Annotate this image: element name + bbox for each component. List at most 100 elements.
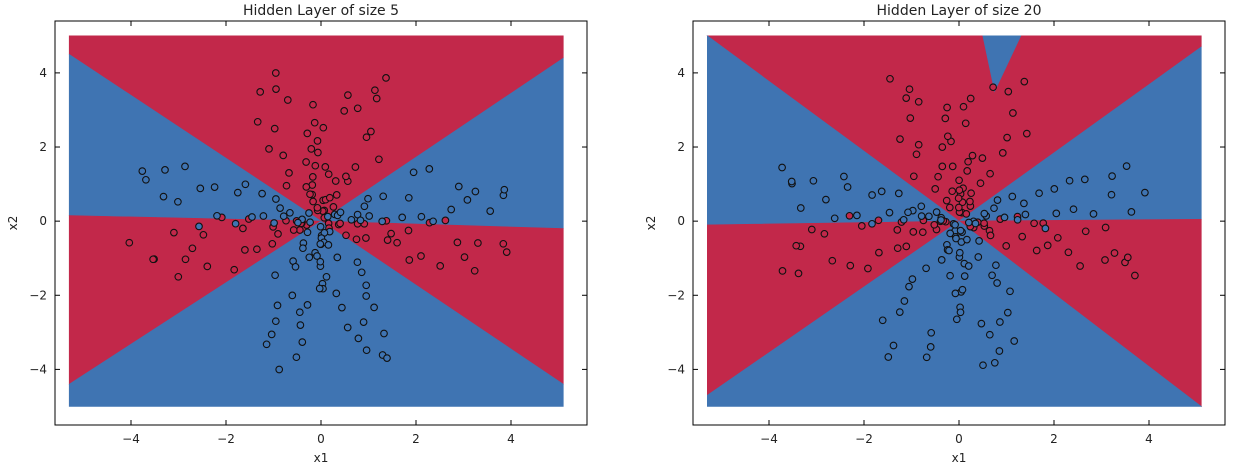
data-point-red bbox=[375, 155, 383, 164]
data-point-blue bbox=[279, 212, 288, 221]
data-point-red bbox=[1110, 249, 1119, 257]
data-point-red bbox=[332, 191, 341, 199]
y-tick-label: 0 bbox=[677, 214, 685, 228]
data-point-red bbox=[778, 267, 787, 275]
data-point-blue bbox=[1089, 210, 1098, 218]
data-point-blue bbox=[1107, 190, 1116, 199]
data-point-blue bbox=[904, 208, 912, 217]
data-point-blue bbox=[291, 262, 300, 271]
data-point-blue bbox=[271, 271, 279, 280]
data-point-blue bbox=[905, 282, 913, 291]
data-point-red bbox=[265, 145, 273, 153]
data-point-blue bbox=[409, 168, 418, 177]
data-point-blue bbox=[454, 182, 463, 191]
data-point-red bbox=[857, 222, 866, 230]
data-point-blue bbox=[1013, 215, 1022, 224]
data-point-red bbox=[253, 117, 262, 126]
data-point-red bbox=[282, 181, 291, 190]
data-point-blue bbox=[945, 246, 953, 255]
data-point-red bbox=[1018, 232, 1027, 241]
y-tick-label: −4 bbox=[29, 362, 47, 376]
data-point-red bbox=[289, 226, 298, 234]
data-point-blue bbox=[787, 177, 796, 186]
y-tick-label: 4 bbox=[39, 66, 47, 80]
data-point-blue bbox=[159, 192, 168, 201]
data-point-red bbox=[976, 179, 985, 188]
data-points bbox=[778, 74, 1149, 370]
data-point-red bbox=[909, 172, 918, 181]
data-point-red bbox=[886, 74, 894, 83]
data-point-blue bbox=[196, 184, 205, 193]
data-point-red bbox=[417, 252, 425, 260]
data-point-red bbox=[331, 177, 340, 185]
data-point-red bbox=[383, 236, 392, 244]
data-point-blue bbox=[336, 208, 345, 217]
data-point-red bbox=[271, 69, 280, 77]
data-point-blue bbox=[917, 202, 926, 211]
data-point-blue bbox=[992, 261, 1000, 270]
data-point-red bbox=[828, 256, 837, 265]
data-point-red bbox=[270, 124, 279, 133]
data-point-blue bbox=[398, 213, 407, 222]
data-point-blue bbox=[932, 208, 941, 216]
x-tick-label: −4 bbox=[760, 432, 778, 446]
subplot-hidden-size-5: −4 −2 0 2 4 −4 −2 0 2 4 Hidden Layer of size 5 x1 x2 bbox=[6, 3, 588, 465]
data-point-red bbox=[1053, 233, 1062, 242]
data-point-red bbox=[362, 133, 371, 142]
data-point-red bbox=[1022, 129, 1031, 138]
y-tick-label: −2 bbox=[667, 288, 685, 302]
data-point-red bbox=[902, 94, 911, 102]
data-point-blue bbox=[324, 241, 333, 249]
data-point-blue bbox=[299, 244, 307, 253]
data-point-red bbox=[914, 140, 923, 149]
data-point-blue bbox=[990, 204, 998, 213]
data-point-red bbox=[962, 210, 971, 218]
data-point-red bbox=[964, 157, 972, 166]
data-point-blue bbox=[843, 183, 852, 191]
data-point-blue bbox=[356, 216, 365, 225]
data-point-blue bbox=[181, 162, 189, 171]
data-point-blue bbox=[894, 189, 903, 198]
data-point-blue bbox=[1069, 205, 1078, 214]
y-tick-label: 2 bbox=[39, 140, 47, 154]
data-point-red bbox=[986, 169, 994, 178]
data-point-blue bbox=[359, 318, 368, 326]
data-point-red bbox=[998, 149, 1007, 157]
data-point-blue bbox=[303, 301, 312, 309]
data-point-red bbox=[1081, 227, 1090, 236]
x-tick-label: 0 bbox=[317, 432, 325, 446]
data-point-red bbox=[199, 230, 208, 239]
data-point-blue bbox=[233, 188, 242, 197]
data-point-blue bbox=[295, 308, 304, 317]
data-point-red bbox=[961, 119, 970, 128]
data-point-red bbox=[351, 163, 360, 171]
data-point-red bbox=[311, 161, 320, 170]
data-point-blue bbox=[927, 328, 936, 337]
data-point-blue bbox=[471, 187, 480, 196]
data-point-blue bbox=[286, 208, 294, 217]
data-point-red bbox=[954, 203, 963, 212]
data-point-red bbox=[353, 104, 362, 113]
data-point-blue bbox=[275, 365, 284, 374]
data-point-red bbox=[405, 256, 414, 264]
data-point-red bbox=[306, 190, 314, 199]
y-tick-label: 0 bbox=[39, 214, 47, 228]
data-point-blue bbox=[303, 228, 312, 237]
data-point-red bbox=[934, 172, 942, 181]
data-point-blue bbox=[979, 361, 987, 370]
data-point-red bbox=[499, 239, 508, 248]
data-point-blue bbox=[316, 257, 325, 266]
data-point-blue bbox=[1108, 172, 1116, 180]
data-point-blue bbox=[1041, 224, 1050, 233]
data-point-blue bbox=[378, 217, 387, 226]
y-axis-label: x2 bbox=[644, 216, 658, 231]
data-point-red bbox=[1076, 262, 1084, 270]
data-point-blue bbox=[195, 222, 203, 231]
data-point-blue bbox=[354, 334, 363, 343]
data-point-blue bbox=[878, 316, 887, 325]
data-point-red bbox=[170, 228, 178, 237]
data-point-blue bbox=[1003, 308, 1012, 317]
data-point-red bbox=[344, 91, 352, 99]
data-point-red bbox=[125, 238, 134, 247]
